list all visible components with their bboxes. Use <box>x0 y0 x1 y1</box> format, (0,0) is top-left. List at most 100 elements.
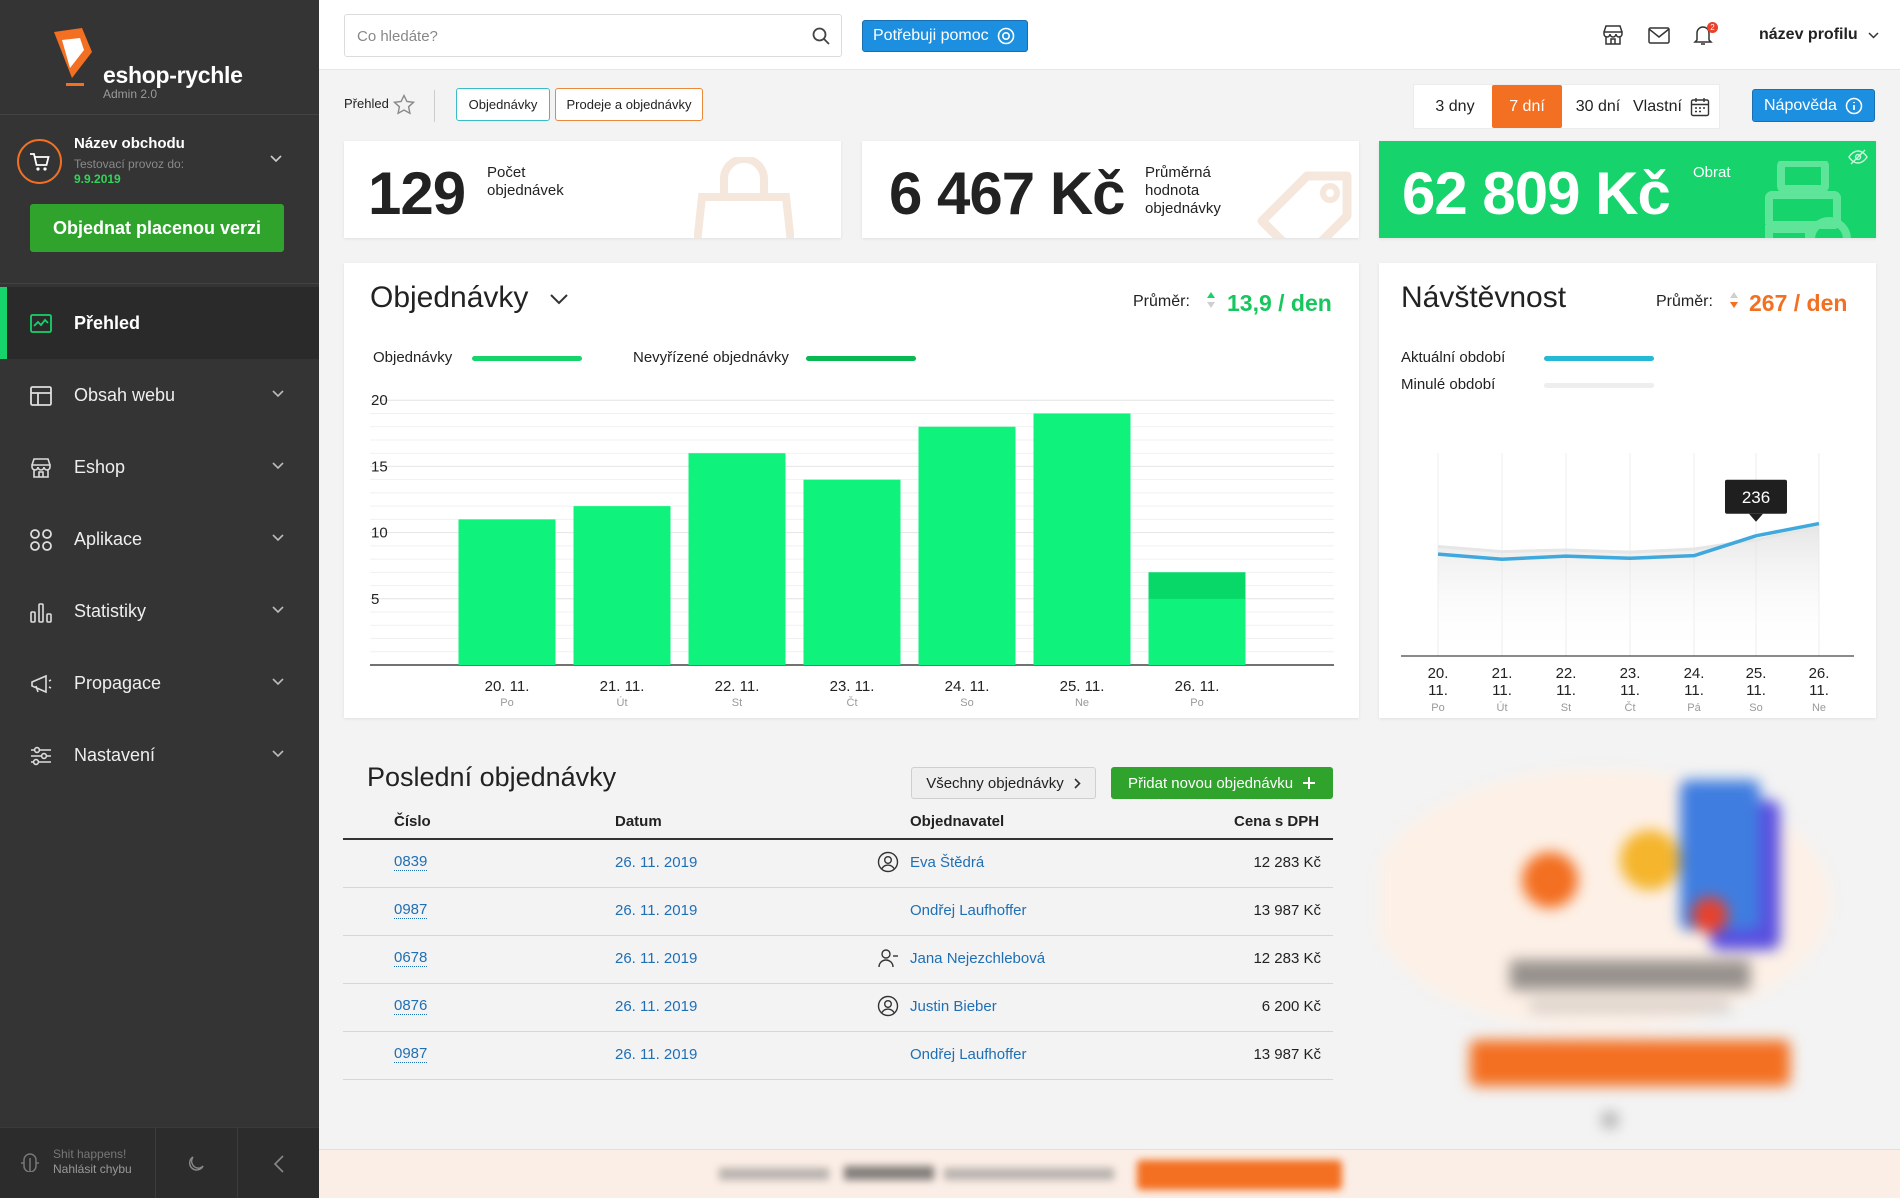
order-date[interactable]: 26. 11. 2019 <box>615 1046 698 1063</box>
table-row[interactable]: 0678 26. 11. 2019 Jana Nejezchlebová 12 … <box>343 936 1333 984</box>
kpi-label: Průměrná hodnota objednávky <box>1145 164 1221 218</box>
visits-line-chart: 23620.11.Po21.11.Út22.11.St23.11.Čt24.11… <box>1401 453 1854 714</box>
x-tick-label: 25. 11. <box>1060 678 1105 695</box>
sidebar-footer: Shit happens! Nahlásit chybu <box>0 1127 319 1198</box>
x-tick-label: 24. 11. <box>945 678 990 695</box>
order-number-link[interactable]: 0987 <box>394 901 428 919</box>
period-custom[interactable]: Vlastní <box>1629 85 1715 128</box>
napoveda-button[interactable]: Nápověda <box>1752 89 1875 122</box>
order-date[interactable]: 26. 11. 2019 <box>615 854 698 871</box>
y-tick-label: 5 <box>371 591 379 608</box>
filter-chip-objednavky[interactable]: Objednávky <box>456 88 550 121</box>
chevron-down-icon[interactable] <box>270 155 282 163</box>
calendar-icon <box>1690 97 1710 116</box>
table-row[interactable]: 0876 26. 11. 2019 Justin Bieber 6 200 Kč <box>343 984 1333 1032</box>
all-orders-button[interactable]: Všechny objednávky <box>911 767 1096 799</box>
legend-line <box>1544 356 1654 361</box>
order-number-link[interactable]: 0987 <box>394 1045 428 1063</box>
x-tick-sublabel: So <box>960 697 973 709</box>
kpi-label-line: Počet <box>487 164 526 181</box>
sidebar-item-label: Eshop <box>74 456 126 477</box>
add-order-button[interactable]: Přidat novou objednávku <box>1111 767 1333 799</box>
customer-link[interactable]: Jana Nejezchlebová <box>910 950 1046 967</box>
x-tick-label: 21. <box>1492 665 1513 682</box>
mail-icon[interactable] <box>1648 27 1670 44</box>
dashboard-icon <box>30 314 52 333</box>
sidebar-item-nastaveni[interactable]: Nastavení <box>0 719 319 791</box>
info-icon <box>1845 97 1863 114</box>
moon-icon[interactable] <box>186 1154 206 1174</box>
megaphone-icon <box>31 674 52 694</box>
period-7-days[interactable]: 7 dní <box>1492 85 1562 128</box>
tooltip: 236 <box>1725 479 1787 522</box>
search-icon[interactable] <box>811 26 831 46</box>
column-header-customer: Objednavatel <box>910 813 1005 830</box>
eshop-logo-icon[interactable] <box>52 28 282 103</box>
order-paid-version-button[interactable]: Objednat placenou verzi <box>30 204 284 252</box>
customer-link[interactable]: Justin Bieber <box>910 998 997 1015</box>
eye-off-icon[interactable] <box>1848 149 1868 165</box>
trend-up-arrow-icon <box>1207 292 1215 308</box>
kpi-value: 6 467 Kč <box>889 160 1126 227</box>
column-header-price: Cena s DPH <box>1234 813 1320 830</box>
order-price: 13 987 Kč <box>1253 1046 1321 1063</box>
tooltip-value: 236 <box>1742 488 1770 507</box>
sidebar-item-propagace[interactable]: Propagace <box>0 647 319 719</box>
sidebar-item-eshop[interactable]: Eshop <box>0 431 319 503</box>
shop-switcher[interactable]: Název obchodu Testovací provoz do: 9.9.2… <box>0 114 319 284</box>
legend-line <box>806 356 916 361</box>
table-row[interactable]: 0987 26. 11. 2019 Ondřej Laufhoffer 13 9… <box>343 1032 1333 1080</box>
x-tick-label: 22. 11. <box>715 678 760 695</box>
order-number-link[interactable]: 0839 <box>394 853 428 871</box>
x-tick-sublabel: Čt <box>1625 701 1636 714</box>
divider <box>155 1128 156 1198</box>
kpi-order-count: 129 Počet objednávek <box>344 141 841 238</box>
help-button[interactable]: Potřebuji pomoc <box>862 20 1028 52</box>
promo-banner[interactable] <box>1370 740 1870 1140</box>
order-number-link[interactable]: 0876 <box>394 997 428 1015</box>
customer-link[interactable]: Ondřej Laufhoffer <box>910 902 1027 919</box>
profile-menu[interactable]: název profilu <box>1759 26 1879 44</box>
search-box[interactable] <box>344 14 842 57</box>
sidebar-item-statistiky[interactable]: Statistiky <box>0 575 319 647</box>
sidebar-item-aplikace[interactable]: Aplikace <box>0 503 319 575</box>
order-price: 13 987 Kč <box>1253 902 1321 919</box>
shop-test-label: Testovací provoz do: <box>74 157 185 171</box>
shopping-bag-icon <box>694 157 794 238</box>
order-number-link[interactable]: 0678 <box>394 949 428 967</box>
area-previous-period <box>1438 526 1819 656</box>
orders-avg-label: Průměr: <box>1133 293 1190 310</box>
period-30-days[interactable]: 30 dní <box>1575 97 1621 115</box>
period-3-days[interactable]: 3 dny <box>1435 97 1475 115</box>
collapse-sidebar-icon[interactable] <box>273 1154 285 1174</box>
legend-line <box>1544 383 1654 388</box>
report-bug-link[interactable]: Shit happens! Nahlásit chybu <box>0 1128 155 1198</box>
customer-link[interactable]: Ondřej Laufhoffer <box>910 1046 1027 1063</box>
x-tick-label: 20. <box>1428 665 1449 682</box>
order-date[interactable]: 26. 11. 2019 <box>615 950 698 967</box>
breadcrumb: Přehled <box>344 96 389 111</box>
topbar: Potřebuji pomoc 2 název profilu <box>319 0 1900 70</box>
bar-objednavky <box>918 426 1016 665</box>
store-icon[interactable] <box>1601 24 1625 46</box>
x-tick-sublabel: Ne <box>1812 702 1826 714</box>
layout-icon <box>30 386 52 406</box>
sidebar-item-obsah-webu[interactable]: Obsah webu <box>0 359 319 431</box>
brand-name: eshop-rychle <box>103 62 243 88</box>
bell-icon[interactable] <box>1693 24 1713 46</box>
sidebar-item-prehled[interactable]: Přehled <box>0 287 319 359</box>
filter-chip-prodeje[interactable]: Prodeje a objednávky <box>555 88 703 121</box>
bar-objednavky <box>573 506 671 665</box>
chevron-down-icon <box>272 678 284 686</box>
table-row[interactable]: 0987 26. 11. 2019 Ondřej Laufhoffer 13 9… <box>343 888 1333 936</box>
star-icon[interactable] <box>393 94 415 115</box>
order-date[interactable]: 26. 11. 2019 <box>615 902 698 919</box>
table-row[interactable]: 0839 26. 11. 2019 Eva Štědrá 12 283 Kč <box>343 840 1333 888</box>
legend-nevyrizene: Nevyřízené objednávky <box>633 349 789 366</box>
orders-chart-title[interactable]: Objednávky <box>370 281 569 315</box>
customer-link[interactable]: Eva Štědrá <box>910 854 985 871</box>
order-date[interactable]: 26. 11. 2019 <box>615 998 698 1015</box>
kpi-label-line: Průměrná <box>1145 164 1211 181</box>
stats-icon <box>30 603 52 623</box>
search-input[interactable] <box>357 25 797 47</box>
